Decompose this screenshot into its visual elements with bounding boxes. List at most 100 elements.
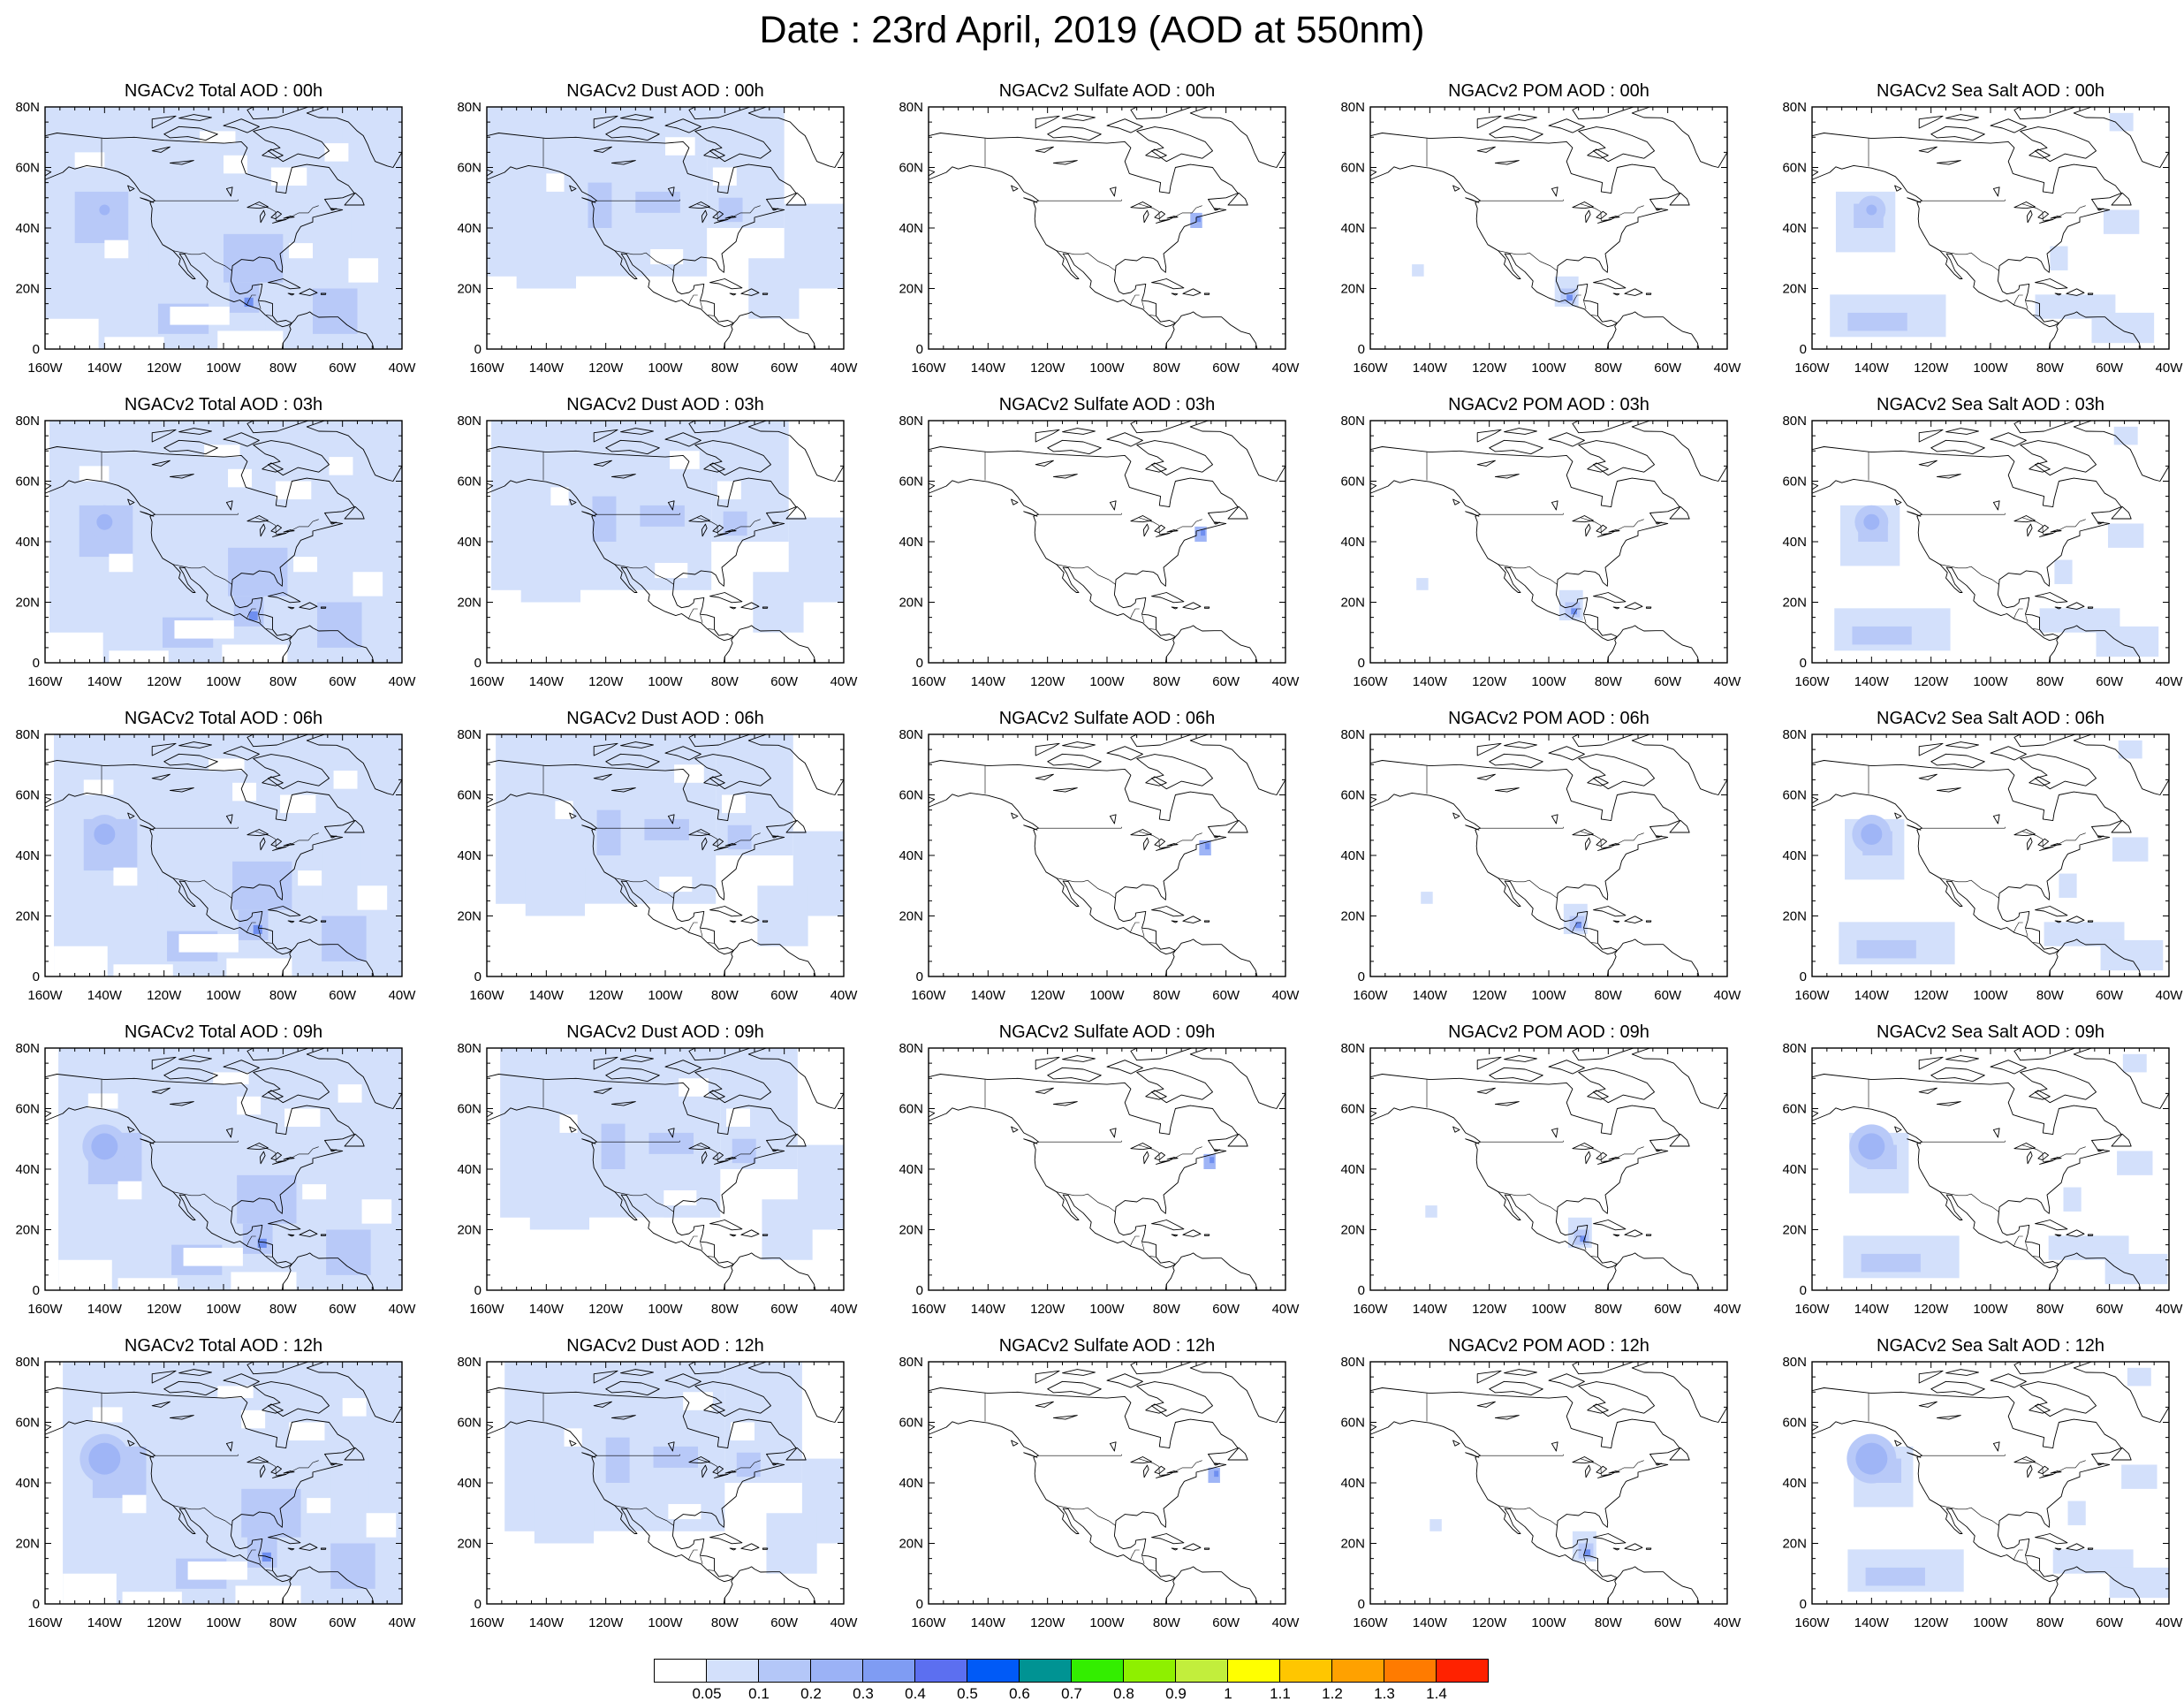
island-coast [1907,511,1922,517]
lat-label: 60N [1782,1416,1807,1431]
lat-label: 60N [1782,788,1807,803]
island-coast [1452,812,1460,819]
colorbar-swatch [1019,1659,1072,1683]
country-border [1572,922,1581,933]
lat-label: 60N [899,161,923,176]
island-coast [740,1229,760,1237]
island-coast [740,1543,760,1551]
panel-title: NGACv2 Sulfate AOD : 09h [998,1022,1216,1042]
country-border [258,301,262,309]
colorbar-label: 1.4 [1426,1685,1447,1702]
lat-label: 60N [1782,1102,1807,1117]
lat-label: 20N [457,909,482,924]
lake-outline [1130,201,1152,209]
south-america-coast [1164,938,1285,976]
island-coast [1990,432,2027,447]
country-border [1480,826,1565,829]
country-border [258,1556,262,1564]
island-coast [1145,148,1167,159]
axis-ticks [1811,1361,2170,1605]
island-coast [620,741,654,748]
lat-label: 0 [1358,1597,1365,1612]
island-coast [593,1056,618,1070]
island-coast [1182,916,1202,923]
island-coast [569,1126,577,1133]
lat-label: 60N [1782,161,1807,176]
country-border [254,831,319,848]
island-coast [1990,1373,2027,1388]
lat-label: 0 [916,656,923,671]
lon-label: 100W [1973,1302,2008,1317]
north-america-coast [929,1074,1239,1269]
map-plot: 0 20N 40N 60N 80N 160W 140W 120W 100W 80W 60W 40W [15,727,416,1003]
lon-label: 60W [2096,988,2124,1003]
island-coast [262,462,284,473]
lat-label: 60N [457,161,482,176]
country-border [1583,615,1587,623]
lat-label: 80N [1340,727,1365,742]
island-coast [2054,1547,2062,1551]
lon-label: 60W [1212,361,1240,376]
lake-outline [1572,1456,1594,1464]
map-panel-pom-00h: NGACv2 POM AOD : 00h 0 20N 40N 60N 80N 160W 140… [1325,81,1767,399]
island-coast [151,742,177,756]
lat-label: 60N [1782,475,1807,490]
country-border [1939,564,1999,585]
colorbar-swatch [1436,1659,1489,1683]
coastlines [1370,1362,1727,1604]
island-coast [268,1533,301,1545]
island-coast [1047,1380,1102,1396]
island-coast [785,192,807,206]
lat-label: 40N [457,1476,482,1491]
lon-label: 100W [1973,361,2008,376]
lat-label: 80N [15,727,40,742]
aod-core [88,1442,121,1475]
lake-outline [701,209,708,224]
island-coast [2097,1463,2104,1466]
island-coast [1593,278,1627,290]
island-coast [2035,592,2068,604]
north-america-coast [1370,446,1680,642]
borders [542,452,761,630]
lat-label: 20N [15,282,40,297]
island-coast [1035,115,1060,129]
island-coast [1930,753,1985,769]
island-coast [762,606,769,609]
colorbar-swatch [1071,1659,1124,1683]
borders [542,765,761,944]
lake-outline [1936,787,1961,793]
lon-label: 120W [1030,1302,1065,1317]
island-coast [1151,592,1185,604]
borders [1426,138,1644,316]
island-coast [762,920,769,923]
panel-title: NGACv2 Total AOD : 03h [124,395,323,414]
island-coast [1669,819,1690,833]
island-coast [287,1547,295,1551]
country-border [1572,1235,1581,1247]
axis-ticks [1811,106,2170,350]
lake-outline [151,460,171,467]
island-coast [1130,734,1194,748]
lon-label: 160W [1353,988,1388,1003]
lat-label: 0 [916,1597,923,1612]
lon-label: 160W [911,1302,946,1317]
lake-outline [1130,1143,1152,1151]
island-coast [664,118,701,133]
country-border [1038,826,1123,829]
island-coast [253,126,330,163]
lake-outline [151,146,171,153]
country-border [688,1549,698,1561]
country-border [708,1569,714,1571]
lon-label: 60W [770,1615,799,1630]
country-border [1138,1144,1202,1162]
island-coast [2111,1133,2132,1147]
map-plot: 0 20N 40N 60N 80N 160W 140W 120W 100W 80W 60W 40W [15,1355,416,1630]
island-coast [320,606,327,609]
north-america-coast [1812,133,2122,328]
island-coast [1130,107,1194,120]
country-border [688,922,698,933]
lon-label: 100W [1089,1302,1125,1317]
lon-label: 120W [147,361,182,376]
lake-outline [667,500,675,511]
island-coast [1023,197,1038,203]
